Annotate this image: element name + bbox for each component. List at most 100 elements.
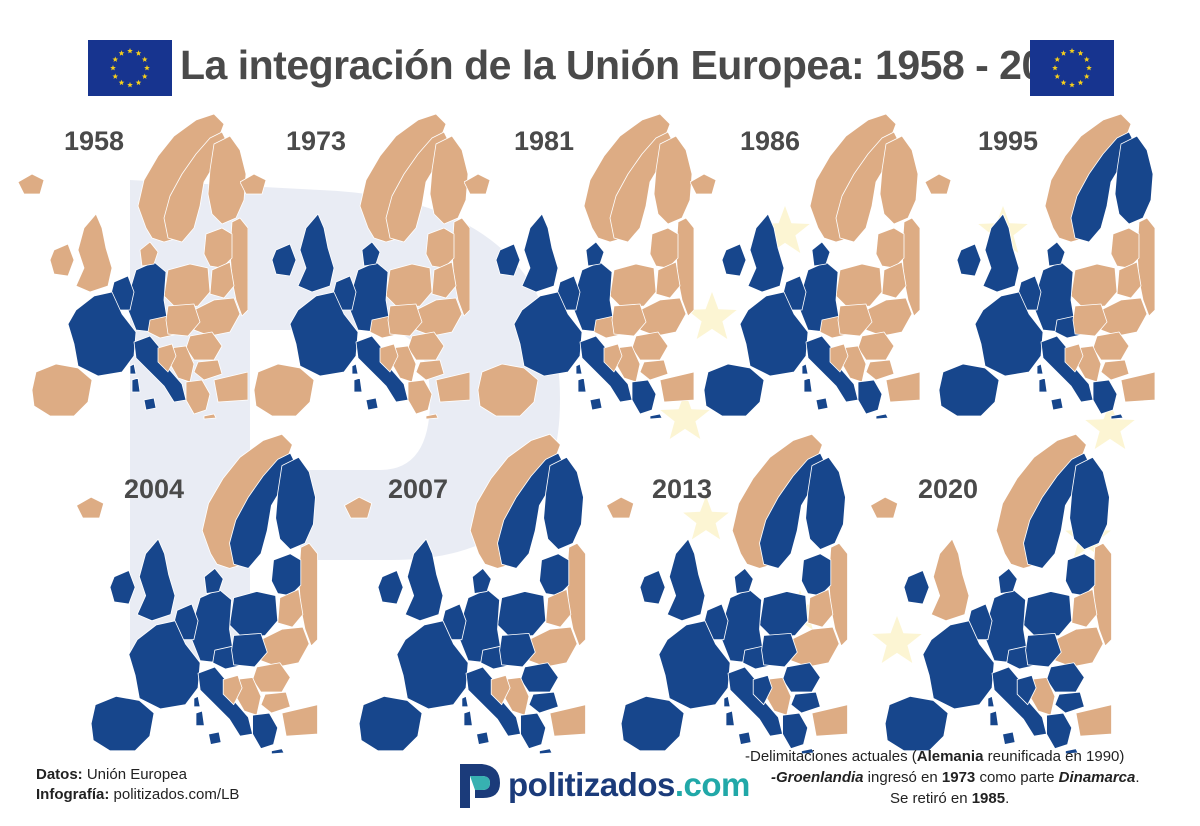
country-poland [759, 591, 809, 638]
flag-star-icon [1054, 56, 1061, 62]
country-baltics [425, 227, 455, 269]
year-label: 2007 [388, 474, 449, 504]
map-panel [602, 430, 852, 755]
country-poland [385, 263, 433, 309]
brand-logo: politizados.com [456, 760, 750, 810]
country-denmark [733, 567, 754, 594]
year-label: 1995 [978, 126, 1039, 156]
country-bulgaria [193, 359, 223, 381]
country-denmark [1046, 241, 1066, 267]
year-label: 1986 [740, 126, 801, 156]
country-denmark [811, 241, 831, 267]
europe-map [344, 433, 586, 755]
flag-star-icon [118, 50, 125, 56]
country-bulgaria [790, 691, 821, 714]
country-baltics [875, 227, 905, 269]
country-uk [930, 538, 970, 622]
country-greece [1046, 712, 1073, 750]
country-france [289, 291, 359, 377]
flag-star-icon [1069, 82, 1075, 88]
map-panel [72, 430, 322, 755]
country-italy [803, 377, 813, 393]
country-finland [653, 135, 693, 225]
country-italy [131, 377, 141, 393]
flag-star-icon [1077, 79, 1084, 86]
country-iceland [344, 496, 373, 519]
note-greenland: -Groenlandia ingresó en 1973 como parte … [745, 767, 1165, 788]
country-centraleast [1072, 303, 1108, 337]
europe-map [870, 433, 1112, 755]
country-centraleast [165, 303, 201, 337]
note-text: . [1135, 769, 1140, 786]
flag-star-icon [127, 82, 133, 88]
country-poland [163, 263, 211, 309]
country-turkey [435, 371, 470, 403]
country-iceland [240, 173, 267, 195]
country-italy [353, 377, 363, 393]
country-italy [815, 397, 829, 411]
country-finland [879, 135, 919, 225]
country-uk [521, 213, 559, 293]
country-france [658, 620, 731, 710]
europe-map [240, 113, 470, 420]
country-italy [738, 731, 752, 745]
country-belarus [655, 261, 681, 299]
country-ukraine [639, 297, 687, 337]
country-iberia [703, 363, 765, 417]
country-italy [463, 710, 473, 727]
flag-star-icon [135, 50, 142, 56]
country-turkey [549, 704, 586, 737]
star-icon [683, 496, 729, 540]
year-label: 1973 [286, 126, 347, 156]
country-greece [539, 748, 553, 755]
country-italy [1002, 731, 1016, 745]
europe-map [464, 113, 694, 420]
map-panel [690, 110, 920, 420]
country-italy [589, 397, 603, 411]
map-panel [866, 430, 1116, 755]
country-greece [520, 712, 547, 750]
country-iceland [464, 173, 491, 195]
country-turkey [1120, 371, 1155, 403]
country-france [461, 695, 469, 708]
country-france [922, 620, 995, 710]
country-greece [1110, 413, 1124, 420]
country-iberia [253, 363, 315, 417]
country-russia [1136, 217, 1155, 317]
country-centraleast [761, 632, 798, 668]
country-belarus [1071, 588, 1098, 628]
year-label: 2004 [124, 474, 185, 504]
country-poland [835, 263, 883, 309]
country-poland [609, 263, 657, 309]
eu-flag-icon [88, 40, 172, 96]
country-centraleast [387, 303, 423, 337]
country-italy [1050, 397, 1064, 411]
note-bold: 1985 [971, 790, 1006, 807]
country-finland [1114, 135, 1154, 225]
country-romania [252, 662, 291, 693]
credits: Datos: Unión Europea Infografía: politiz… [36, 765, 239, 805]
flag-star-icon [144, 65, 150, 71]
note-germany: -Delimitaciones actuales (Alemania reuni… [745, 746, 1165, 767]
europe-map [690, 113, 920, 420]
country-finland [429, 135, 469, 225]
flag-star-icon [1086, 65, 1092, 71]
country-france [801, 363, 809, 375]
country-greece [1065, 748, 1079, 755]
country-uk [297, 213, 335, 293]
flag-star-icon [1060, 79, 1067, 86]
country-iceland [870, 496, 899, 519]
flag-star-icon [118, 79, 125, 86]
flag-star-icon [112, 73, 119, 79]
data-source-value: Unión Europea [86, 766, 187, 783]
country-france [129, 363, 137, 375]
country-greece [875, 413, 889, 420]
country-greece [1092, 379, 1118, 415]
country-romania [407, 331, 445, 361]
country-finland [543, 456, 584, 550]
country-baltics [801, 553, 832, 597]
country-greece [649, 413, 663, 420]
country-france [987, 695, 995, 708]
europe-map [925, 113, 1155, 420]
europe-map [76, 433, 318, 755]
